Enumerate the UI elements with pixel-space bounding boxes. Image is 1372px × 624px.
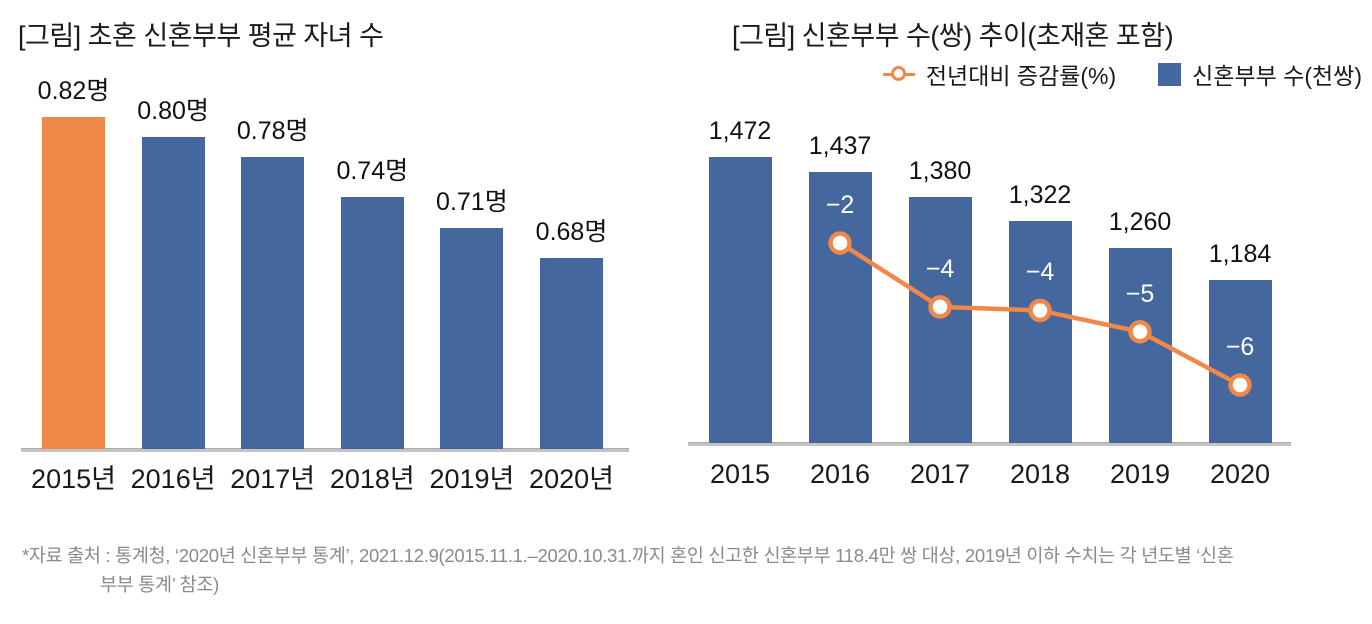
pct-value-label: −6	[1225, 333, 1255, 361]
bar-2018년	[340, 197, 404, 449]
bar-series-swatch-icon	[1158, 62, 1182, 86]
plot-area-left: 0.82명 2015년 0.80명 2016년 0.78명 2017년 0.74명 2018년…	[21, 77, 629, 494]
x-axis-label: 2019	[1109, 459, 1171, 489]
line-series-marker-icon	[882, 64, 915, 84]
bar-2017년	[241, 157, 305, 449]
bar-value-label: 1,322	[1008, 181, 1072, 210]
plot-area-right: 1,472 2015 1,437 2016 1,380 2017 1,322 2018 1,26…	[688, 105, 1291, 489]
pct-change-line-chart	[828, 231, 1252, 397]
bar-2015	[708, 157, 772, 443]
bar-2016	[808, 172, 872, 443]
bar-value-label: 0.68명	[535, 217, 608, 246]
line-data-marker	[1028, 298, 1052, 323]
x-axis-label: 2020	[1209, 459, 1271, 489]
pct-value-label: −4	[925, 254, 955, 283]
bar-value-label: 0.71명	[436, 187, 508, 216]
chart-title-left: [그림] 초혼 신혼부부 평균 자녀 수	[18, 21, 384, 51]
x-axis-label: 2019년	[429, 464, 515, 494]
x-axis-label: 2018년	[329, 464, 415, 494]
pct-value-label: −4	[1025, 258, 1055, 287]
bar-2020년	[540, 257, 603, 449]
footnote-line: *자료 출처 : 통계청, ‘2020년 신혼부부 통계’, 2021.12.9…	[22, 545, 1234, 566]
x-axis-label: 2015	[709, 459, 771, 489]
bar-2016년	[141, 136, 205, 449]
bar-value-label: 0.74명	[336, 157, 409, 186]
line-data-marker	[1128, 320, 1152, 344]
footnote: *자료 출처 : 통계청, ‘2020년 신혼부부 통계’, 2021.12.9…	[22, 541, 1358, 599]
bar-value-label: 1,260	[1108, 207, 1172, 236]
line-data-marker	[928, 295, 952, 319]
x-axis-line-left	[21, 448, 629, 452]
x-axis-label: 2018	[1009, 459, 1071, 489]
chart-title-right: [그림] 신혼부부 수(쌍) 추이(초재혼 포함)	[732, 21, 1174, 51]
bar-2018	[1008, 221, 1072, 443]
legend-item-bar-series: 신혼부부 수(천쌍)	[1158, 57, 1362, 91]
bar-2015년	[42, 116, 105, 449]
legend-circle-marker	[890, 66, 906, 81]
x-axis-label: 2017	[909, 459, 971, 489]
line-data-marker	[1228, 373, 1252, 397]
legend-label-line: 전년대비 증감률(%)	[925, 63, 1117, 89]
x-axis-label: 2016	[809, 459, 871, 489]
bar-2020	[1208, 279, 1272, 443]
bar-value-label: 1,184	[1208, 239, 1272, 268]
bar-value-label: 0.78명	[236, 117, 309, 145]
footnote-line: 부부 통계’ 참조)	[100, 574, 219, 595]
bar-2017	[908, 196, 972, 443]
bar-value-label: 1,437	[808, 132, 872, 161]
x-axis-label: 2016년	[130, 464, 216, 494]
legend: 전년대비 증감률(%) 신혼부부 수(천쌍)	[690, 57, 1362, 91]
line-data-marker	[828, 231, 852, 255]
bar-2019년	[440, 227, 504, 449]
bar-value-label: 0.82명	[37, 76, 110, 105]
legend-label-bar: 신혼부부 수(천쌍)	[1192, 63, 1362, 89]
bar-value-label: 1,380	[908, 156, 972, 185]
x-axis-label: 2020년	[529, 464, 614, 494]
bar-value-label: 1,472	[708, 117, 772, 146]
x-axis-label: 2017년	[230, 464, 316, 494]
pct-value-label: −2	[825, 191, 855, 219]
x-axis-line-right	[688, 442, 1291, 446]
legend-item-line-series: 전년대비 증감률(%)	[882, 57, 1117, 91]
pct-value-label: −5	[1125, 279, 1155, 308]
x-axis-label: 2015년	[31, 464, 116, 494]
bar-value-label: 0.80명	[137, 96, 209, 125]
